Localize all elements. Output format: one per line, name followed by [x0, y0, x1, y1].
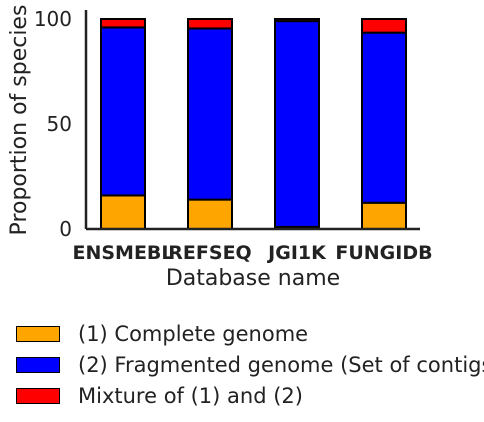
legend-label: (2) Fragmented genome (Set of contigs) — [78, 352, 484, 377]
x-tick-label: JGI1K — [266, 242, 327, 264]
bars-group — [100, 18, 407, 231]
x-tick-label: FUNGIDB — [335, 242, 432, 264]
legend-swatch-blue — [16, 356, 60, 373]
bar-segment-refseq-series-1 — [187, 27, 233, 201]
legend-label: (1) Complete genome — [78, 321, 309, 346]
bar-segment-refseq-series-2 — [187, 18, 233, 30]
bar-segment-ensmebl-series-1 — [100, 26, 146, 197]
bar-segment-fungidb-series-0 — [361, 201, 407, 230]
bar-segment-refseq-series-0 — [187, 198, 233, 231]
legend: (1) Complete genome (2) Fragmented genom… — [16, 318, 484, 411]
bar-segment-fungidb-series-2 — [361, 18, 407, 34]
y-tick-labels: 0 50 100 — [34, 7, 72, 241]
legend-label: Mixture of (1) and (2) — [78, 383, 303, 408]
legend-item-complete-genome: (1) Complete genome — [16, 318, 484, 349]
bar-segment-jgi1k-series-2 — [274, 18, 320, 23]
legend-item-mixture: Mixture of (1) and (2) — [16, 380, 484, 411]
bar-segment-fungidb-series-1 — [361, 31, 407, 204]
y-tick-label: 50 — [47, 112, 72, 136]
bar-segment-ensmebl-series-2 — [100, 18, 146, 29]
legend-swatch-red — [16, 387, 60, 404]
y-tick-label: 0 — [59, 217, 72, 241]
y-tick-label: 100 — [34, 7, 72, 31]
x-tick-label: ENSMEBL — [72, 242, 173, 264]
bar-segment-jgi1k-series-1 — [274, 20, 320, 228]
x-axis-label: Database name — [166, 266, 340, 291]
x-tick-label: REFSEQ — [168, 242, 251, 264]
bar-segment-ensmebl-series-0 — [100, 194, 146, 230]
legend-item-fragmented-genome: (2) Fragmented genome (Set of contigs) — [16, 349, 484, 380]
legend-swatch-orange — [16, 325, 60, 342]
y-axis-label: Proportion of species — [7, 5, 32, 236]
